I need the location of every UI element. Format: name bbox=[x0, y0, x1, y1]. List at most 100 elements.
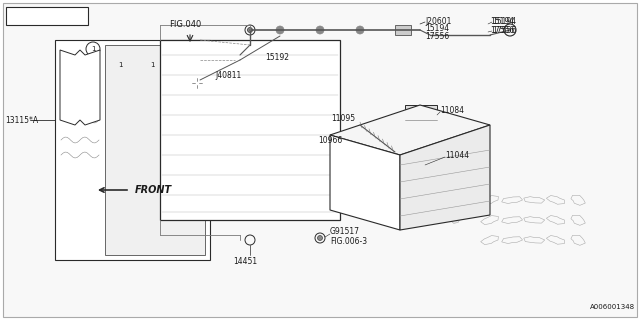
Circle shape bbox=[308, 53, 322, 67]
Circle shape bbox=[253, 53, 267, 67]
Polygon shape bbox=[60, 50, 100, 125]
Polygon shape bbox=[422, 198, 438, 205]
Circle shape bbox=[171, 178, 185, 192]
Polygon shape bbox=[447, 216, 463, 223]
Circle shape bbox=[161, 126, 179, 144]
Ellipse shape bbox=[353, 160, 367, 170]
Circle shape bbox=[198, 128, 212, 142]
Circle shape bbox=[285, 156, 291, 164]
Circle shape bbox=[312, 82, 319, 89]
Circle shape bbox=[175, 181, 182, 188]
Circle shape bbox=[225, 198, 239, 212]
Circle shape bbox=[281, 103, 295, 117]
Circle shape bbox=[190, 130, 200, 140]
Circle shape bbox=[285, 202, 291, 209]
Circle shape bbox=[202, 107, 209, 114]
Circle shape bbox=[131, 156, 149, 174]
Circle shape bbox=[281, 178, 295, 192]
Bar bbox=[55, 40, 210, 260]
Polygon shape bbox=[397, 162, 413, 169]
Circle shape bbox=[281, 53, 295, 67]
Circle shape bbox=[198, 103, 212, 117]
Circle shape bbox=[161, 156, 179, 174]
Circle shape bbox=[175, 82, 182, 89]
Circle shape bbox=[171, 128, 185, 142]
Text: 15194: 15194 bbox=[492, 17, 516, 26]
Circle shape bbox=[202, 57, 209, 63]
Text: A006001348: A006001348 bbox=[590, 304, 635, 310]
Circle shape bbox=[190, 100, 200, 110]
Ellipse shape bbox=[353, 200, 367, 210]
Text: G91517: G91517 bbox=[330, 228, 360, 236]
Text: 11084: 11084 bbox=[440, 106, 464, 115]
Circle shape bbox=[175, 132, 182, 139]
Circle shape bbox=[228, 57, 236, 63]
Circle shape bbox=[202, 181, 209, 188]
Circle shape bbox=[308, 198, 322, 212]
Circle shape bbox=[131, 66, 149, 84]
Circle shape bbox=[312, 181, 319, 188]
Circle shape bbox=[202, 156, 209, 164]
Text: 10966: 10966 bbox=[318, 135, 342, 145]
Circle shape bbox=[308, 128, 322, 142]
Text: 17556: 17556 bbox=[425, 31, 449, 41]
Circle shape bbox=[228, 107, 236, 114]
Text: 15194: 15194 bbox=[490, 17, 514, 26]
Text: J20883: J20883 bbox=[27, 12, 61, 20]
Circle shape bbox=[161, 66, 179, 84]
Polygon shape bbox=[397, 216, 413, 223]
Circle shape bbox=[257, 107, 264, 114]
Polygon shape bbox=[400, 125, 490, 230]
Polygon shape bbox=[447, 180, 463, 188]
Text: i: i bbox=[15, 13, 17, 19]
Bar bbox=[105, 45, 205, 255]
Ellipse shape bbox=[373, 160, 387, 170]
Circle shape bbox=[312, 132, 319, 139]
Text: FIG.040: FIG.040 bbox=[169, 20, 201, 28]
Bar bbox=[168, 45, 333, 215]
Circle shape bbox=[135, 100, 145, 110]
Polygon shape bbox=[422, 180, 438, 188]
Circle shape bbox=[276, 26, 284, 34]
Circle shape bbox=[135, 70, 145, 80]
Circle shape bbox=[308, 153, 322, 167]
Circle shape bbox=[253, 178, 267, 192]
Bar bbox=[395, 25, 411, 35]
Circle shape bbox=[198, 178, 212, 192]
Circle shape bbox=[285, 132, 291, 139]
Circle shape bbox=[202, 202, 209, 209]
Bar bbox=[405, 105, 437, 125]
Text: FRONT: FRONT bbox=[135, 185, 172, 195]
Circle shape bbox=[281, 198, 295, 212]
Circle shape bbox=[285, 181, 291, 188]
Circle shape bbox=[202, 82, 209, 89]
Circle shape bbox=[248, 28, 253, 33]
Circle shape bbox=[257, 156, 264, 164]
Circle shape bbox=[225, 103, 239, 117]
Circle shape bbox=[225, 178, 239, 192]
Circle shape bbox=[281, 128, 295, 142]
Polygon shape bbox=[422, 216, 438, 223]
Circle shape bbox=[308, 178, 322, 192]
Circle shape bbox=[171, 198, 185, 212]
Circle shape bbox=[225, 128, 239, 142]
Circle shape bbox=[228, 181, 236, 188]
Circle shape bbox=[190, 70, 200, 80]
Text: 15192: 15192 bbox=[265, 52, 289, 61]
Circle shape bbox=[356, 26, 364, 34]
Circle shape bbox=[171, 53, 185, 67]
Circle shape bbox=[175, 107, 182, 114]
Circle shape bbox=[257, 202, 264, 209]
Circle shape bbox=[198, 53, 212, 67]
Circle shape bbox=[281, 78, 295, 92]
Ellipse shape bbox=[373, 200, 387, 210]
Text: 11095: 11095 bbox=[331, 114, 355, 123]
Text: 11044: 11044 bbox=[445, 150, 469, 159]
Circle shape bbox=[186, 96, 204, 114]
Circle shape bbox=[186, 66, 204, 84]
Circle shape bbox=[165, 70, 175, 80]
Circle shape bbox=[175, 156, 182, 164]
Bar bbox=[160, 40, 340, 220]
Circle shape bbox=[186, 126, 204, 144]
Text: 13115*A: 13115*A bbox=[5, 116, 38, 124]
